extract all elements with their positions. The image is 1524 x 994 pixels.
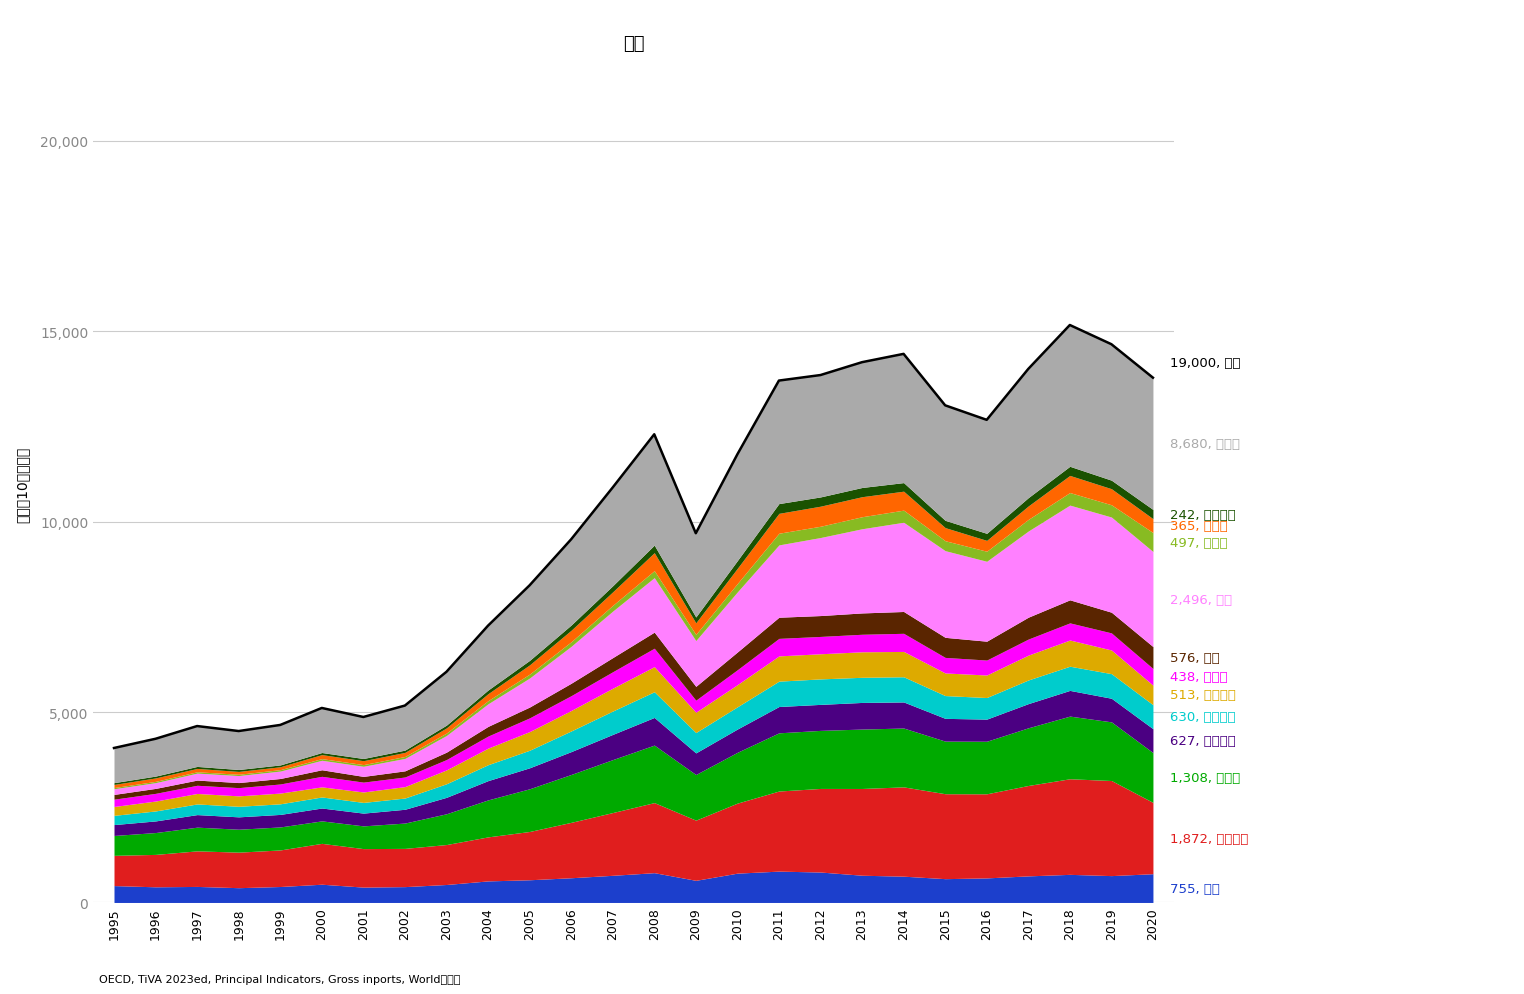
Text: 2,496, 中国: 2,496, 中国 [1169, 593, 1231, 606]
Text: 365, ロシア: 365, ロシア [1169, 520, 1227, 533]
Text: 755, 日本: 755, 日本 [1169, 882, 1219, 895]
Text: 513, イタリア: 513, イタリア [1169, 689, 1236, 702]
Text: 497, インド: 497, インド [1169, 536, 1227, 549]
Text: 627, フランス: 627, フランス [1169, 735, 1236, 747]
Text: 576, 韓国: 576, 韓国 [1169, 651, 1219, 664]
Text: 19,000, 全体: 19,000, 全体 [1169, 357, 1241, 370]
Text: 630, イギリス: 630, イギリス [1169, 711, 1234, 724]
Text: 1,308, ドイツ: 1,308, ドイツ [1169, 771, 1241, 784]
Text: 8,680, その他: 8,680, その他 [1169, 437, 1239, 450]
Text: 242, ブラジル: 242, ブラジル [1169, 508, 1236, 521]
Text: 1,872, アメリカ: 1,872, アメリカ [1169, 832, 1248, 845]
Text: 438, カナダ: 438, カナダ [1169, 671, 1227, 684]
Title: 輸出: 輸出 [623, 35, 645, 53]
Y-axis label: 金額［10億ドル］: 金額［10億ドル］ [15, 446, 29, 522]
Text: OECD, TiVA 2023ed, Principal Indicators, Gross inports, Worldの数値: OECD, TiVA 2023ed, Principal Indicators,… [99, 974, 460, 984]
